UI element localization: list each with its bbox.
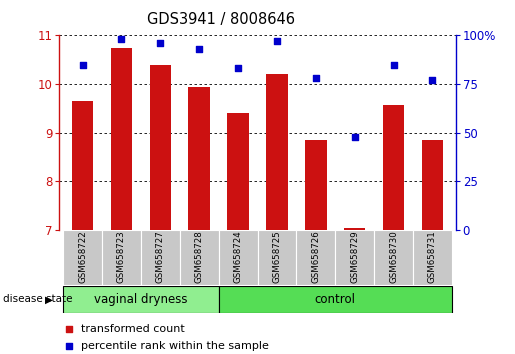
Bar bbox=[63, 286, 219, 313]
Point bbox=[428, 77, 437, 83]
Point bbox=[156, 40, 164, 46]
Point bbox=[78, 62, 87, 67]
Text: GSM658731: GSM658731 bbox=[428, 230, 437, 283]
Bar bbox=[335, 230, 374, 285]
Bar bbox=[296, 230, 335, 285]
Bar bbox=[305, 140, 327, 230]
Text: control: control bbox=[315, 293, 356, 306]
Bar bbox=[102, 230, 141, 285]
Text: transformed count: transformed count bbox=[81, 324, 185, 333]
Point bbox=[234, 65, 242, 71]
Bar bbox=[219, 230, 258, 285]
Point bbox=[312, 75, 320, 81]
Text: ▶: ▶ bbox=[45, 295, 54, 304]
Text: GSM658729: GSM658729 bbox=[350, 230, 359, 283]
Bar bbox=[266, 74, 288, 230]
Text: GSM658727: GSM658727 bbox=[156, 230, 165, 283]
Bar bbox=[180, 230, 219, 285]
Text: percentile rank within the sample: percentile rank within the sample bbox=[81, 341, 269, 351]
Text: GSM658725: GSM658725 bbox=[272, 230, 281, 283]
Point bbox=[389, 62, 398, 67]
Text: GSM658723: GSM658723 bbox=[117, 230, 126, 283]
Bar bbox=[344, 228, 365, 230]
Point bbox=[351, 134, 359, 139]
Point bbox=[344, 263, 352, 268]
Text: vaginal dryness: vaginal dryness bbox=[94, 293, 187, 306]
Point bbox=[195, 46, 203, 52]
Bar bbox=[383, 104, 404, 230]
Bar bbox=[63, 230, 102, 285]
Bar bbox=[141, 230, 180, 285]
Point bbox=[117, 36, 126, 42]
Bar bbox=[111, 47, 132, 230]
Point bbox=[344, 102, 352, 107]
Bar bbox=[72, 101, 93, 230]
Text: GSM658726: GSM658726 bbox=[311, 230, 320, 283]
Text: disease state: disease state bbox=[3, 295, 72, 304]
Bar bbox=[374, 230, 413, 285]
Text: GSM658724: GSM658724 bbox=[234, 230, 243, 283]
Text: GSM658730: GSM658730 bbox=[389, 230, 398, 283]
Bar bbox=[219, 286, 452, 313]
Point bbox=[273, 39, 281, 44]
Bar bbox=[188, 86, 210, 230]
Bar bbox=[422, 140, 443, 230]
Text: GSM658728: GSM658728 bbox=[195, 230, 204, 283]
Bar bbox=[150, 64, 171, 230]
Bar bbox=[413, 230, 452, 285]
Bar bbox=[258, 230, 296, 285]
Bar bbox=[227, 113, 249, 230]
Text: GSM658722: GSM658722 bbox=[78, 230, 87, 283]
Text: GDS3941 / 8008646: GDS3941 / 8008646 bbox=[147, 12, 296, 27]
